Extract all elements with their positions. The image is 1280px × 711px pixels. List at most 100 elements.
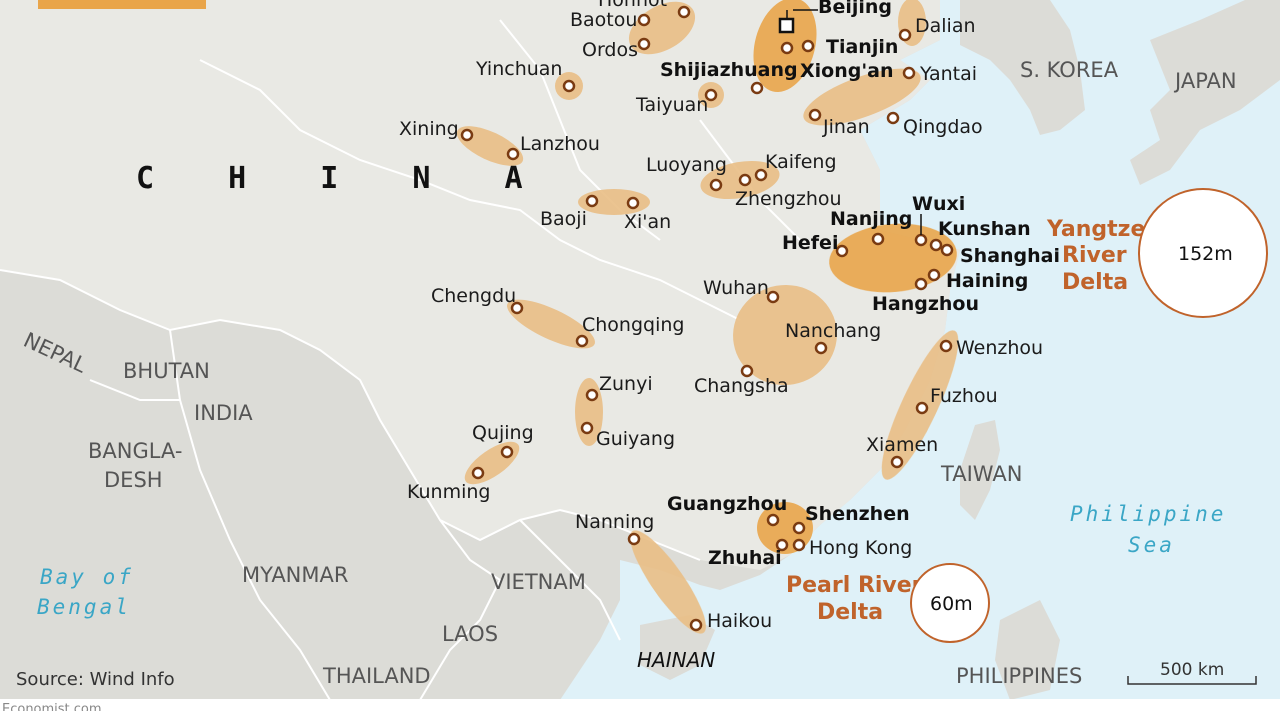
label-zhengzhou: Zhengzhou [735, 188, 842, 210]
dot-kunming [471, 466, 485, 480]
beijing-capital-marker [778, 17, 795, 34]
label-nanjing: Nanjing [830, 208, 912, 230]
country-india: INDIA [194, 401, 253, 425]
label-shenzhen: Shenzhen [805, 503, 910, 525]
dot-xining [460, 128, 474, 142]
country-vietnam: VIETNAM [491, 570, 586, 594]
dot-haikou [689, 618, 703, 632]
dot-wuxi [914, 233, 928, 247]
cluster-jinan-qingdao [803, 68, 921, 126]
label-nanning: Nanning [575, 511, 654, 533]
dot-chengdu [510, 301, 524, 315]
cluster-xining-lanzhou [456, 126, 524, 166]
border-lines [0, 19, 801, 701]
label-wuhan: Wuhan [703, 277, 769, 299]
label-zunyi: Zunyi [599, 373, 653, 395]
country-laos: LAOS [442, 622, 498, 646]
label-hangzhou: Hangzhou [872, 293, 979, 315]
delta-pearl-line1: Pearl River [786, 573, 923, 598]
country-japan: JAPAN [1173, 69, 1237, 93]
label-yinchuan: Yinchuan [475, 58, 562, 80]
delta-yangtze-line1: Yangtze [1046, 217, 1145, 242]
label-tianjin: Tianjin [826, 36, 898, 58]
label-xian: Xi'an [624, 211, 671, 233]
country-taiwan: TAIWAN [940, 462, 1022, 486]
sea-bay-of-bengal-line1: Bay of [40, 565, 134, 589]
header-tag [38, 0, 206, 9]
delta-pearl-line2: Delta [817, 600, 883, 625]
footer-credit: Economist.com [2, 702, 102, 711]
sea-philippine-line2: Sea [1128, 533, 1175, 557]
korea-peninsula [960, 0, 1085, 135]
cluster-beibu [630, 530, 706, 634]
label-qujing: Qujing [472, 422, 534, 444]
dot-baoji [585, 194, 599, 208]
yangtze-population-label: 152m [1178, 243, 1233, 265]
label-xiongan: Xiong'an [800, 60, 894, 82]
label-hefei: Hefei [782, 232, 838, 254]
philippines-islands [995, 600, 1060, 700]
dot-haining [927, 268, 941, 282]
dot-hefei [835, 244, 849, 258]
label-chongqing: Chongqing [582, 314, 684, 336]
label-beijing: Beijing [818, 0, 892, 18]
label-wenzhou: Wenzhou [956, 337, 1043, 359]
label-changsha: Changsha [694, 375, 789, 397]
dot-nanchang [814, 341, 828, 355]
label-xining: Xining [399, 118, 459, 140]
dot-changsha [740, 364, 754, 378]
dot-ordos [637, 37, 651, 51]
dot-luoyang [709, 178, 723, 192]
dot-lanzhou [506, 147, 520, 161]
dot-kaifeng [754, 168, 768, 182]
dot-xiongan [780, 41, 794, 55]
dot-taiyuan [704, 88, 718, 102]
label-yantai: Yantai [919, 63, 977, 85]
delta-yangtze-line3: Delta [1062, 270, 1128, 295]
country-myanmar: MYANMAR [242, 563, 348, 587]
country-thailand: THAILAND [322, 664, 431, 688]
delta-yangtze-line2: River [1062, 243, 1127, 268]
dot-tianjin [801, 39, 815, 53]
pearl-population-label: 60m [930, 593, 973, 615]
country-bhutan: BHUTAN [123, 359, 210, 383]
label-guiyang: Guiyang [596, 428, 675, 450]
dot-hangzhou [914, 277, 928, 291]
sea-bay-of-bengal-line2: Bengal [37, 595, 131, 619]
label-baoji: Baoji [540, 208, 587, 230]
label-fuzhou: Fuzhou [930, 385, 998, 407]
dot-fuzhou [915, 401, 929, 415]
dot-qingdao [886, 111, 900, 125]
dot-jinan [808, 108, 822, 122]
label-haining: Haining [946, 270, 1028, 292]
dot-hohhot [677, 5, 691, 19]
taiwan-island [960, 420, 1000, 520]
country-bangladesh-line1: BANGLA- [88, 439, 182, 463]
dot-wuhan [766, 290, 780, 304]
dot-zunyi [585, 388, 599, 402]
label-nanchang: Nanchang [785, 320, 881, 342]
scale-bar [1127, 676, 1257, 685]
label-qingdao: Qingdao [903, 116, 983, 138]
dot-xiamen [890, 455, 904, 469]
scale-label: 500 km [1160, 660, 1224, 680]
sea-philippine-line1: Philippine [1070, 502, 1226, 526]
dot-qujing [500, 445, 514, 459]
source-note: Source: Wind Info [16, 669, 175, 690]
dot-hongkong [792, 538, 806, 552]
country-philippines: PHILIPPINES [956, 664, 1082, 688]
label-taiyuan: Taiyuan [635, 94, 708, 116]
dot-nanning [627, 532, 641, 546]
dot-shanghai [940, 243, 954, 257]
label-hohhot: Hohhot [598, 0, 667, 11]
country-skorea: S. KOREA [1020, 58, 1119, 82]
label-jinan: Jinan [822, 116, 870, 138]
dot-shijiazhuang [750, 81, 764, 95]
dot-baotou [637, 13, 651, 27]
footer-strip [0, 699, 1280, 711]
dot-zhuhai [775, 538, 789, 552]
cluster-wuhan [733, 284, 837, 386]
label-haikou: Haikou [707, 610, 772, 632]
dot-guangzhou [766, 513, 780, 527]
